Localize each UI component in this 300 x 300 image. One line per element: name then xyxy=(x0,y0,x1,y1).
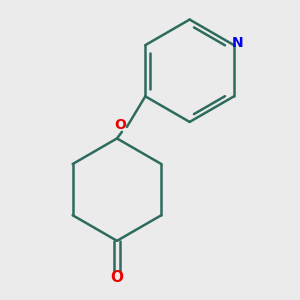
Text: N: N xyxy=(232,37,244,50)
Text: O: O xyxy=(110,270,124,285)
Text: O: O xyxy=(114,118,126,132)
